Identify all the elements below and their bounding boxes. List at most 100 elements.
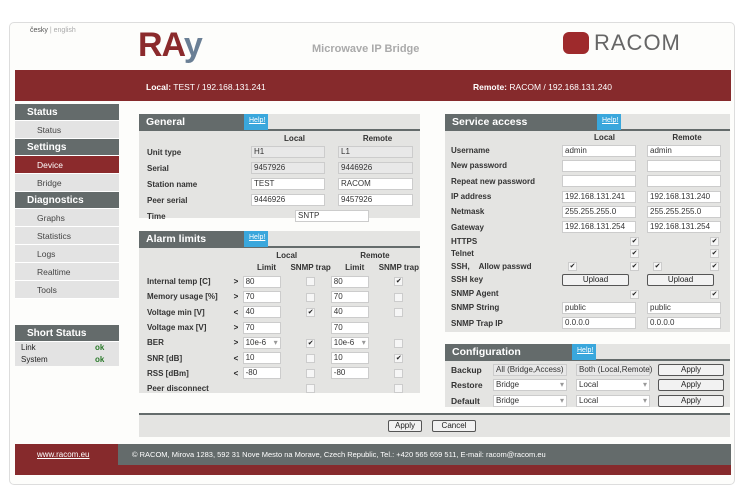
remote-allow-passwd-checkbox[interactable]: ✔: [710, 261, 719, 271]
local-limit-field[interactable]: 10: [242, 352, 281, 365]
alarm-help-link[interactable]: Help!: [244, 231, 268, 247]
remote-trap-checkbox[interactable]: ✔: [394, 353, 404, 363]
remote-limit-field[interactable]: 80: [330, 275, 369, 288]
row-label: SNMP Agent: [451, 289, 499, 299]
service-row: Gateway 192.168.131.254 192.168.131.254: [451, 219, 727, 234]
alarm-row: BER >10e-6 ✔ 10e-6: [147, 335, 419, 350]
local-trap-checkbox[interactable]: [306, 277, 316, 287]
local-field[interactable]: [562, 159, 636, 172]
remote-trap-checkbox[interactable]: [394, 338, 404, 348]
remote-limit-field[interactable]: 40: [330, 306, 369, 319]
remote-field[interactable]: [647, 175, 721, 188]
remote-field[interactable]: 255.255.255.0: [647, 205, 721, 218]
sidebar-item-status[interactable]: Status: [15, 121, 119, 139]
remote-checkbox[interactable]: ✔: [710, 236, 719, 246]
config-apply-button[interactable]: Apply: [658, 394, 724, 407]
remote-trap-checkbox[interactable]: ✔: [394, 277, 404, 287]
local-label: Local:: [146, 82, 172, 92]
remote-trap-checkbox[interactable]: [394, 384, 404, 394]
lang-czech-link[interactable]: česky: [30, 27, 48, 34]
time-field[interactable]: SNTP: [295, 210, 369, 222]
local-upload-button[interactable]: Upload: [562, 273, 629, 286]
local-field[interactable]: TEST: [251, 178, 325, 190]
local-limit-field[interactable]: 70: [242, 321, 281, 334]
remote-ssh-checkbox[interactable]: ✔: [653, 261, 662, 271]
remote-trap-checkbox[interactable]: [394, 369, 404, 379]
config-what-field[interactable]: All (Bridge,Access): [493, 363, 567, 376]
remote-upload-button[interactable]: Upload: [647, 273, 714, 286]
remote-field[interactable]: public: [647, 301, 721, 314]
local-limit-field[interactable]: 40: [242, 306, 281, 319]
remote-field[interactable]: 9457926: [338, 194, 413, 206]
sidebar-item-statistics[interactable]: Statistics: [15, 227, 119, 245]
config-what-field[interactable]: Bridge: [493, 379, 567, 392]
local-field[interactable]: 255.255.255.0: [562, 205, 636, 218]
config-where-field[interactable]: Both (Local,Remote): [576, 363, 652, 376]
local-checkbox[interactable]: ✔: [630, 236, 639, 246]
sidebar-item-tools[interactable]: Tools: [15, 281, 119, 299]
remote-field[interactable]: RACOM: [338, 178, 413, 190]
service-help-link[interactable]: Help!: [597, 114, 621, 130]
local-limit-field[interactable]: 80: [242, 275, 281, 288]
remote-trap-checkbox[interactable]: [394, 292, 404, 302]
remote-field[interactable]: 192.168.131.240: [647, 190, 721, 203]
remote-limit-field[interactable]: -80: [330, 367, 369, 380]
sidebar-item-device[interactable]: Device: [15, 156, 119, 174]
local-trap-checkbox[interactable]: [306, 353, 316, 363]
remote-field[interactable]: [647, 159, 721, 172]
local-field[interactable]: 9446926: [251, 194, 325, 206]
remote-limit-field[interactable]: 10: [330, 352, 369, 365]
local-ssh-checkbox[interactable]: ✔: [568, 261, 577, 271]
local-field[interactable]: 192.168.131.241: [562, 190, 636, 203]
remote-limit-field[interactable]: 70: [330, 321, 369, 334]
configuration-help-link[interactable]: Help!: [572, 344, 596, 360]
sidebar-item-logs[interactable]: Logs: [15, 245, 119, 263]
local-trap-checkbox[interactable]: [306, 292, 316, 302]
remote-field[interactable]: admin: [647, 144, 721, 157]
remote-limit-field[interactable]: 10e-6: [330, 336, 369, 349]
local-limit-field[interactable]: 10e-6: [242, 336, 281, 349]
lang-english-link[interactable]: english: [53, 27, 76, 34]
remote-limit-field[interactable]: 70: [330, 290, 369, 303]
sidebar-item-realtime[interactable]: Realtime: [15, 263, 119, 281]
racom-website-link[interactable]: www.racom.eu: [37, 450, 90, 459]
local-field[interactable]: [562, 175, 636, 188]
sidebar-item-graphs[interactable]: Graphs: [15, 209, 119, 227]
config-apply-button[interactable]: Apply: [658, 363, 724, 376]
local-trap-checkbox[interactable]: [306, 369, 316, 379]
local-trap-checkbox[interactable]: ✔: [306, 307, 316, 317]
config-apply-button[interactable]: Apply: [658, 379, 724, 392]
sidebar-nav: Status Status Settings Device Bridge Diagnost…: [15, 104, 119, 299]
local-limit-field[interactable]: 70: [242, 290, 281, 303]
config-where-field[interactable]: Local: [576, 379, 650, 392]
remote-field[interactable]: 192.168.131.254: [647, 221, 721, 234]
apply-button[interactable]: Apply: [388, 420, 422, 432]
sidebar-item-bridge[interactable]: Bridge: [15, 174, 119, 192]
local-field[interactable]: 0.0.0.0: [562, 317, 636, 330]
remote-field[interactable]: 0.0.0.0: [647, 317, 721, 330]
local-trap-checkbox[interactable]: [306, 384, 316, 394]
remote-field[interactable]: 9446926: [338, 162, 413, 174]
local-allow-passwd-checkbox[interactable]: ✔: [630, 261, 639, 271]
cancel-button[interactable]: Cancel: [432, 420, 476, 432]
general-help-link[interactable]: Help!: [244, 114, 268, 130]
remote-checkbox[interactable]: ✔: [710, 289, 719, 299]
local-trap-checkbox[interactable]: ✔: [306, 338, 316, 348]
local-checkbox[interactable]: ✔: [630, 289, 639, 299]
short-status-label: Link: [21, 343, 36, 352]
remote-checkbox[interactable]: ✔: [710, 249, 719, 259]
local-field[interactable]: admin: [562, 144, 636, 157]
config-where-field[interactable]: Local: [576, 394, 650, 407]
local-field[interactable]: 9457926: [251, 162, 325, 174]
local-field[interactable]: H1: [251, 146, 325, 158]
remote-field[interactable]: L1: [338, 146, 413, 158]
local-limit-field[interactable]: -80: [242, 367, 281, 380]
alarm-row: Peer disconnect: [147, 381, 419, 396]
remote-trap-checkbox[interactable]: [394, 307, 404, 317]
config-what-field[interactable]: Bridge: [493, 394, 567, 407]
alarm-row: Internal temp [C] >80 80 ✔: [147, 274, 419, 289]
row-label: Peer disconnect: [147, 384, 209, 394]
local-checkbox[interactable]: ✔: [630, 249, 639, 259]
local-field[interactable]: 192.168.131.254: [562, 221, 636, 234]
local-field[interactable]: public: [562, 301, 636, 314]
